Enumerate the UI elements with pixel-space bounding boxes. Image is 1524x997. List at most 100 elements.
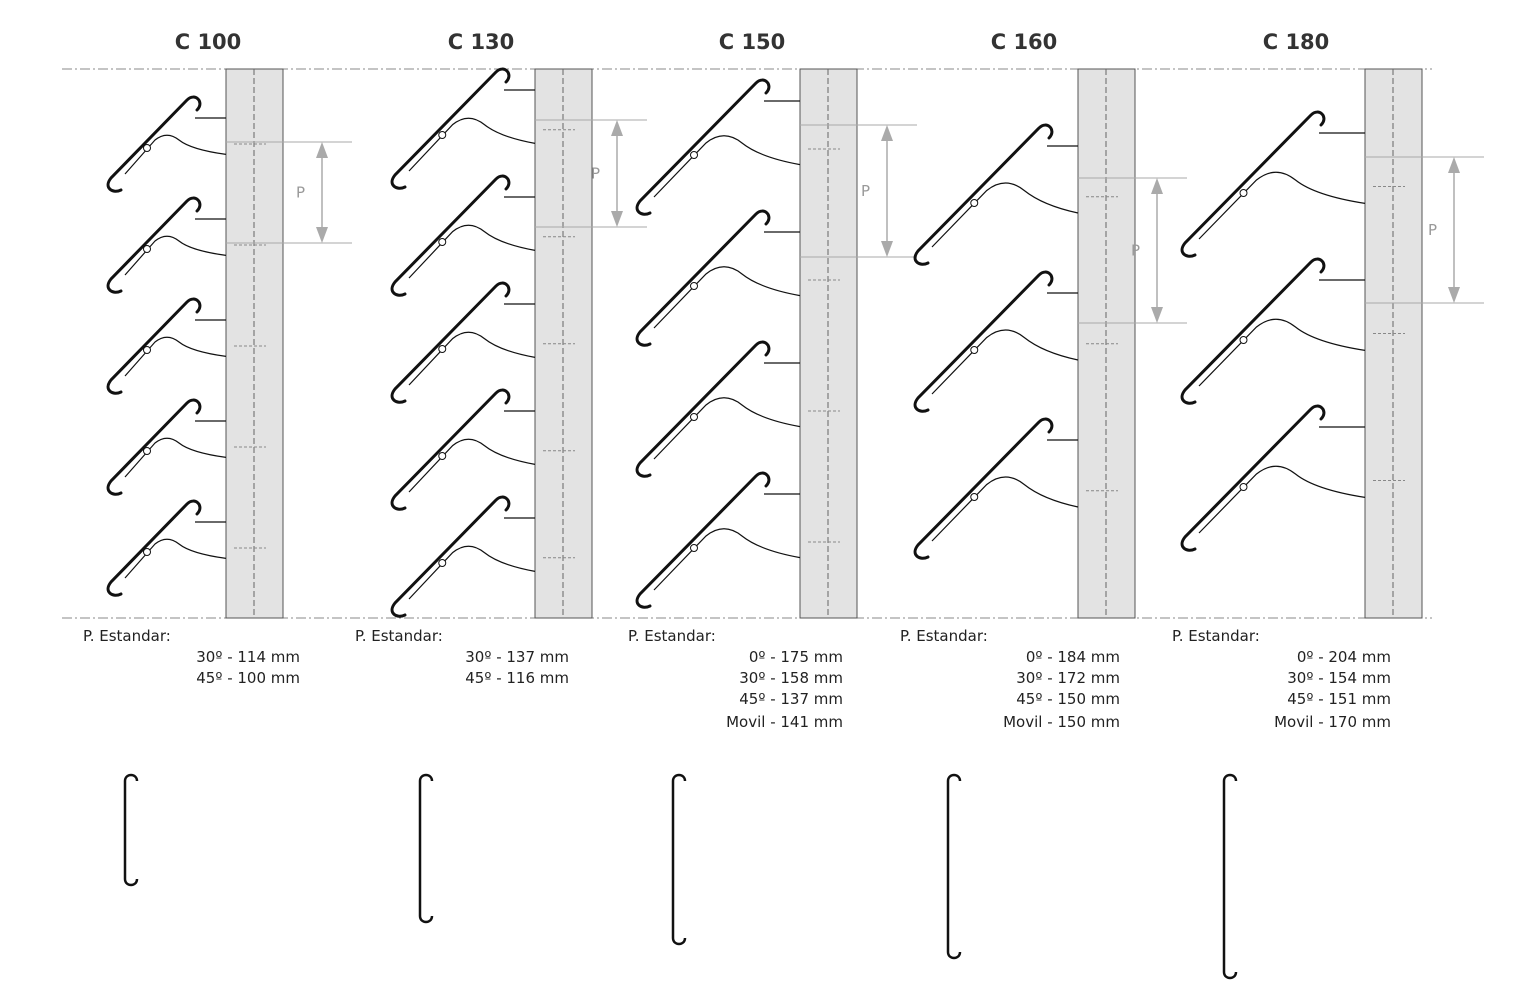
pivot — [970, 199, 979, 207]
caption: P. Estandar: — [355, 627, 443, 645]
pivot — [690, 282, 698, 290]
louvre-blade — [390, 174, 511, 297]
louvre-blade — [390, 388, 511, 511]
spec: 45º - 116 mm — [465, 669, 569, 687]
louvre-blade — [635, 78, 771, 216]
spec: 0º - 204 mm — [1297, 648, 1391, 666]
spec: 30º - 158 mm — [739, 669, 843, 687]
spec: 30º - 172 mm — [1016, 669, 1120, 687]
profile — [671, 773, 687, 946]
louvre-arm — [124, 538, 227, 579]
column-title: C 160 — [991, 30, 1058, 54]
louvre-arm — [1198, 171, 1366, 240]
louvre-arm — [653, 528, 801, 591]
spec: Movil - 170 mm — [1274, 713, 1391, 731]
pitch-label: P — [591, 165, 600, 183]
louvre-arm — [1198, 465, 1366, 534]
pivot — [143, 346, 151, 354]
spec: 30º - 114 mm — [196, 648, 300, 666]
louvre-blade — [390, 281, 511, 404]
louvre-blade — [635, 340, 771, 478]
pivot — [1239, 483, 1248, 491]
profile — [946, 773, 962, 960]
louvre-arm — [124, 134, 227, 175]
dim-arrow — [1448, 287, 1460, 303]
pitch-label: P — [861, 182, 870, 200]
louvre-arm — [931, 476, 1079, 542]
spec: 0º - 184 mm — [1026, 648, 1120, 666]
louvre-blade — [106, 95, 202, 193]
caption: P. Estandar: — [1172, 627, 1260, 645]
louvre-arm — [931, 182, 1079, 248]
profile — [123, 773, 139, 887]
caption: P. Estandar: — [900, 627, 988, 645]
pivot — [143, 245, 151, 253]
pivot — [690, 413, 698, 421]
dim-arrow — [881, 125, 893, 141]
pivot — [143, 447, 151, 455]
dim-arrow — [611, 120, 623, 136]
louvre-blade — [1180, 110, 1326, 258]
spec: 45º - 151 mm — [1287, 690, 1391, 708]
dim-arrow — [1448, 157, 1460, 173]
louvre-blade — [106, 499, 202, 597]
louvre-blade — [913, 417, 1054, 560]
pivot — [438, 238, 447, 246]
pivot — [970, 493, 979, 501]
pivot — [1239, 336, 1248, 344]
column-title: C 130 — [448, 30, 515, 54]
louvre-arm — [408, 331, 536, 386]
louvre-arm — [653, 266, 801, 329]
louvre-blade — [106, 196, 202, 294]
pivot — [143, 548, 151, 556]
louvre-arm — [653, 135, 801, 198]
louvre-arm — [408, 117, 536, 172]
pivot — [1239, 189, 1248, 197]
louvre-blade — [635, 209, 771, 347]
pivot — [438, 559, 447, 567]
louvre-arm — [408, 545, 536, 600]
dim-arrow — [611, 211, 623, 227]
dim-arrow — [316, 142, 328, 158]
louvre-blade — [1180, 404, 1326, 552]
spec: 0º - 175 mm — [749, 648, 843, 666]
louvre-blade — [390, 67, 511, 190]
spec: 45º - 100 mm — [196, 669, 300, 687]
dim-arrow — [1151, 307, 1163, 323]
louvre-blade — [635, 471, 771, 609]
column-title: C 180 — [1263, 30, 1330, 54]
pitch-label: P — [296, 184, 305, 202]
pitch-label: P — [1131, 242, 1140, 260]
column-title: C 100 — [175, 30, 242, 54]
spec: Movil - 141 mm — [726, 713, 843, 731]
spec: 30º - 154 mm — [1287, 669, 1391, 687]
louvre-arm — [124, 437, 227, 478]
pitch-label: P — [1428, 221, 1437, 239]
spec: 45º - 150 mm — [1016, 690, 1120, 708]
pivot — [970, 346, 979, 354]
pivot — [690, 544, 698, 552]
pivot — [438, 131, 447, 139]
caption: P. Estandar: — [83, 627, 171, 645]
spec: 45º - 137 mm — [739, 690, 843, 708]
pivot — [143, 144, 151, 152]
louvre-arm — [1198, 318, 1366, 387]
louvre-blade — [390, 495, 511, 618]
dim-arrow — [881, 241, 893, 257]
pivot — [438, 345, 447, 353]
louvre-arm — [408, 438, 536, 493]
louvre-arm — [931, 329, 1079, 395]
louvre-blade — [913, 270, 1054, 413]
louvre-arm — [124, 235, 227, 276]
louvre-arm — [408, 224, 536, 279]
profile — [418, 773, 434, 924]
louvre-arm — [653, 397, 801, 460]
louvre-blade — [1180, 257, 1326, 405]
caption: P. Estandar: — [628, 627, 716, 645]
profile — [1222, 773, 1238, 980]
louvre-blade — [913, 123, 1054, 266]
louvre-arm — [124, 336, 227, 377]
spec: 30º - 137 mm — [465, 648, 569, 666]
dim-arrow — [316, 227, 328, 243]
